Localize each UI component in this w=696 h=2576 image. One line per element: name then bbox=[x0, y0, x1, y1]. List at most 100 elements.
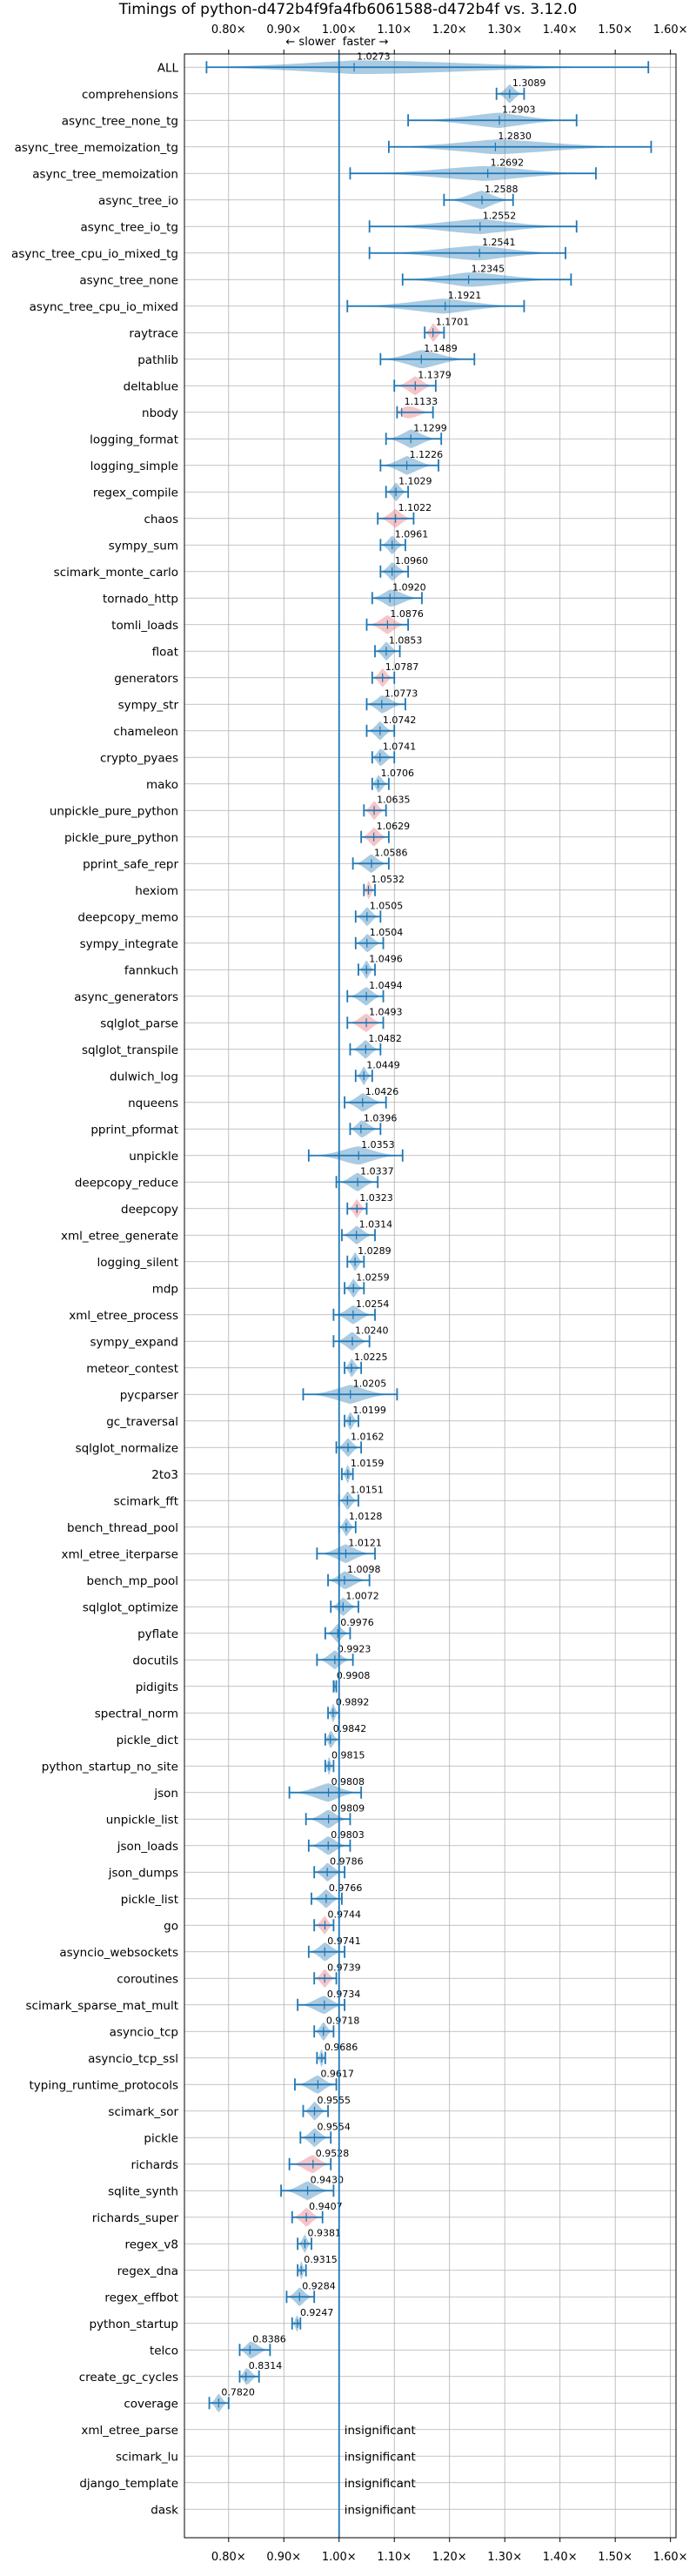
value-label: 0.9555 bbox=[318, 2095, 351, 2106]
benchmark-label: pickle_pure_python bbox=[64, 831, 178, 845]
value-label: 0.9803 bbox=[331, 1829, 365, 1841]
faster-label: faster → bbox=[343, 36, 389, 49]
value-label: 1.1701 bbox=[436, 316, 470, 327]
value-label: 1.1921 bbox=[448, 290, 482, 301]
value-label: 1.2830 bbox=[498, 131, 532, 142]
benchmark-label: asyncio_websockets bbox=[59, 1946, 178, 1960]
x-tick-label-top: 0.80× bbox=[211, 23, 246, 37]
value-label: 1.0773 bbox=[385, 688, 418, 699]
benchmark-label: regex_dna bbox=[117, 2264, 178, 2278]
value-label: 0.9315 bbox=[304, 2254, 338, 2265]
value-label: 1.2541 bbox=[482, 237, 516, 248]
benchmark-label: sympy_integrate bbox=[80, 937, 178, 951]
value-label: 0.8386 bbox=[252, 2333, 286, 2345]
benchmark-label: gc_traversal bbox=[106, 1415, 178, 1429]
value-label: 0.9407 bbox=[309, 2201, 343, 2212]
value-label: 0.9686 bbox=[325, 2042, 358, 2053]
value-label: 0.9617 bbox=[320, 2068, 354, 2079]
benchmark-label: typing_runtime_protocols bbox=[30, 2078, 179, 2092]
value-label: 1.0151 bbox=[350, 1484, 384, 1495]
value-label: 1.0162 bbox=[351, 1431, 385, 1442]
value-label: 1.0098 bbox=[347, 1564, 381, 1575]
value-label: 0.9766 bbox=[329, 1882, 363, 1894]
x-tick-label-bottom: 1.00× bbox=[322, 2551, 357, 2564]
benchmark-label: django_template bbox=[79, 2477, 178, 2491]
benchmark-label: sqlglot_normalize bbox=[76, 1441, 178, 1455]
benchmark-label: sqlglot_parse bbox=[100, 1016, 178, 1030]
benchmark-label: pathlib bbox=[137, 353, 178, 367]
benchmark-label: dask bbox=[151, 2503, 178, 2517]
benchmark-label: xml_etree_iterparse bbox=[62, 1547, 179, 1561]
value-label: 1.0426 bbox=[365, 1086, 399, 1097]
x-tick-label-bottom: 1.50× bbox=[598, 2551, 632, 2564]
benchmark-label: logging_simple bbox=[90, 460, 178, 473]
benchmark-label: nbody bbox=[142, 406, 178, 420]
benchmark-label: pidigits bbox=[136, 1680, 178, 1694]
benchmark-label: logging_format bbox=[90, 433, 178, 446]
marks-layer: 1.0273 1.3089 1.2903 1.2830 1.2692 1.2588 1.25… bbox=[205, 50, 652, 2538]
x-tick-label-top: 1.20× bbox=[432, 23, 467, 37]
value-label: 0.9815 bbox=[331, 1749, 365, 1761]
benchmark-label: scimark_monte_carlo bbox=[54, 566, 178, 580]
value-label: 0.9284 bbox=[302, 2280, 336, 2291]
benchmark-label: xml_etree_generate bbox=[61, 1229, 178, 1243]
benchmark-label: crypto_pyaes bbox=[100, 751, 178, 765]
benchmark-label: scimark_sparse_mat_mult bbox=[26, 1999, 178, 2013]
value-label: 0.9786 bbox=[330, 1855, 364, 1867]
benchmark-label: async_tree_none_tg bbox=[62, 114, 178, 128]
benchmark-label: sqlglot_optimize bbox=[83, 1600, 178, 1614]
benchmark-label: python_startup_no_site bbox=[42, 1760, 178, 1774]
value-label: 1.2345 bbox=[472, 263, 505, 274]
benchmark-label: scimark_sor bbox=[108, 2105, 178, 2119]
benchmark-label: bench_thread_pool bbox=[67, 1521, 178, 1535]
benchmark-label: pprint_safe_repr bbox=[83, 857, 178, 871]
value-label: 0.8314 bbox=[249, 2360, 283, 2371]
value-label: 1.0323 bbox=[359, 1192, 393, 1204]
value-label: 1.0960 bbox=[395, 555, 429, 567]
value-label: 0.9554 bbox=[317, 2121, 351, 2132]
value-label: 1.0121 bbox=[348, 1537, 382, 1548]
value-label: 1.0493 bbox=[369, 1006, 403, 1017]
benchmark-label: deepcopy bbox=[121, 1203, 178, 1217]
benchmark-label: scimark_fft bbox=[114, 1494, 178, 1508]
value-label: 0.9923 bbox=[338, 1643, 371, 1654]
benchmark-label: mako bbox=[146, 778, 178, 792]
benchmark-label: async_tree_io_tg bbox=[80, 220, 178, 234]
benchmark-label: tornado_http bbox=[103, 592, 178, 606]
x-tick-label-bottom: 0.90× bbox=[266, 2551, 301, 2564]
value-label: 1.0741 bbox=[383, 741, 417, 752]
benchmark-label: async_generators bbox=[74, 990, 178, 1004]
benchmark-label: regex_compile bbox=[93, 486, 178, 500]
benchmark-label: nqueens bbox=[128, 1097, 178, 1110]
x-tick-label-bottom: 0.80× bbox=[211, 2551, 246, 2564]
value-label: 0.9842 bbox=[333, 1723, 367, 1734]
benchmark-label: spectral_norm bbox=[95, 1707, 178, 1721]
benchmark-label: fannkuch bbox=[124, 963, 178, 977]
value-label: 1.0742 bbox=[383, 714, 417, 726]
benchmark-label: async_tree_io bbox=[98, 194, 178, 208]
benchmark-label: float bbox=[152, 645, 178, 659]
value-label: 1.2588 bbox=[485, 184, 519, 195]
benchmark-label: asyncio_tcp_ssl bbox=[88, 2052, 178, 2066]
value-label: 0.9718 bbox=[326, 2015, 360, 2026]
benchmark-label: chameleon bbox=[113, 725, 178, 739]
benchmark-label: pycparser bbox=[120, 1388, 179, 1402]
value-label: 1.1022 bbox=[398, 502, 432, 513]
benchmark-label: xml_etree_process bbox=[69, 1309, 178, 1323]
insignificant-label: insignificant bbox=[345, 2450, 416, 2464]
benchmark-label: ALL bbox=[157, 61, 179, 75]
value-label: 1.0494 bbox=[369, 980, 403, 991]
insignificant-label: insignificant bbox=[345, 2503, 416, 2517]
benchmark-label: comprehensions bbox=[82, 88, 178, 102]
value-label: 1.0586 bbox=[374, 847, 408, 858]
value-label: 0.9908 bbox=[337, 1670, 371, 1681]
benchmark-label: deepcopy_memo bbox=[77, 910, 178, 924]
benchmark-label: async_tree_cpu_io_mixed bbox=[30, 300, 178, 314]
benchmark-label: richards bbox=[131, 2158, 178, 2172]
value-label: 0.9976 bbox=[340, 1617, 374, 1628]
benchmark-label: unpickle bbox=[129, 1150, 178, 1164]
value-label: 1.0396 bbox=[364, 1112, 398, 1124]
plot-frame bbox=[184, 53, 677, 2539]
benchmark-label: hexiom bbox=[135, 884, 178, 898]
value-label: 1.0128 bbox=[349, 1511, 383, 1522]
